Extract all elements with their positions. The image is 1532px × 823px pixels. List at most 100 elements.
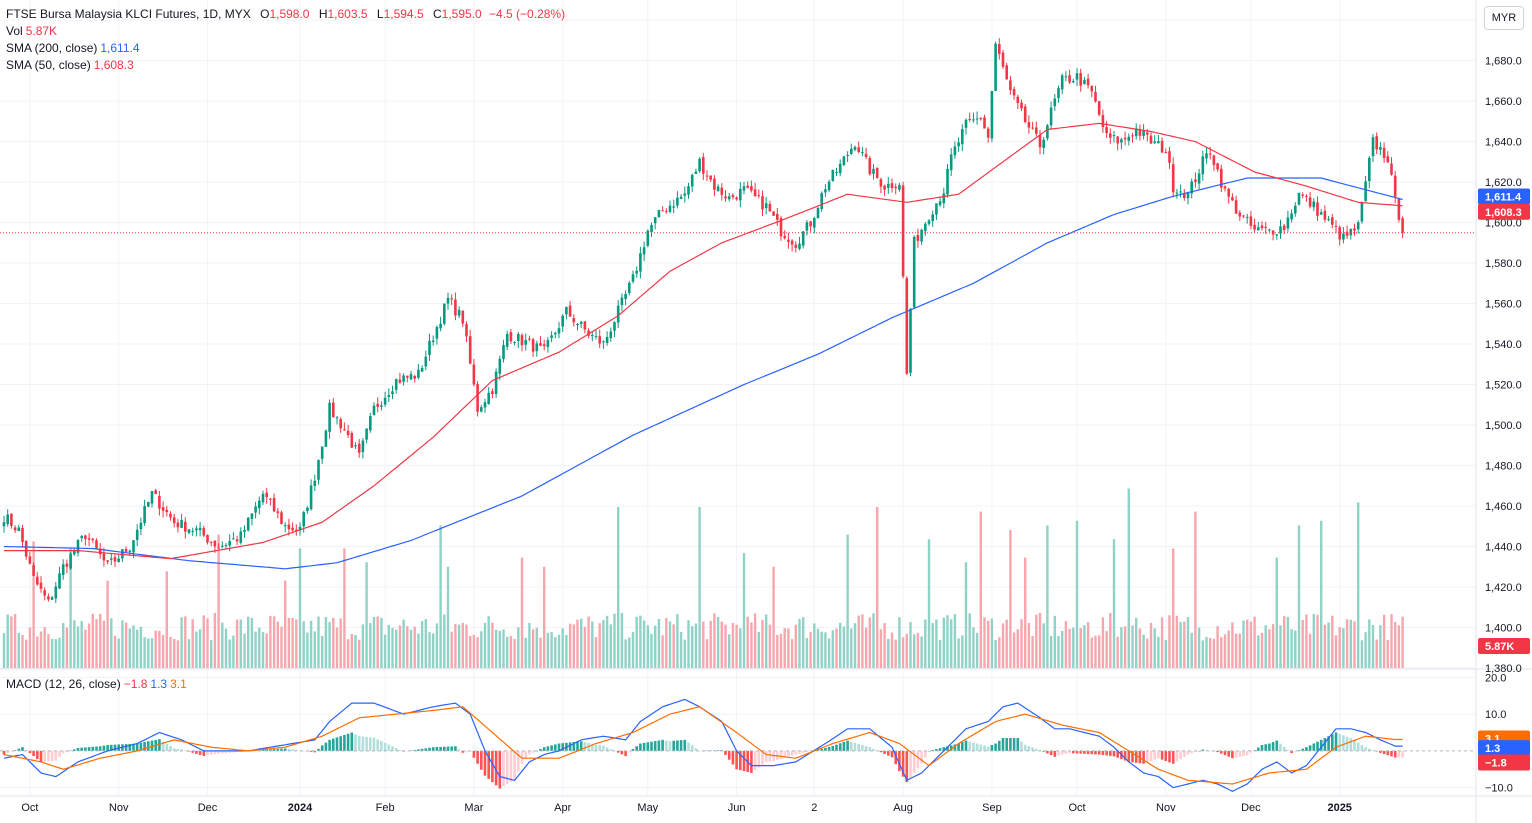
- volume-bar: [961, 635, 964, 668]
- low-label: L: [376, 7, 384, 21]
- macd-hist-bar: [1112, 750, 1116, 757]
- volume-bar: [753, 613, 757, 668]
- volume-bar: [239, 619, 242, 668]
- candle-body: [1360, 201, 1364, 222]
- macd-hist-bar: [1090, 750, 1094, 755]
- macd-hist-bar: [36, 750, 39, 759]
- candle-body: [757, 195, 761, 197]
- candle-body: [132, 540, 135, 553]
- volume-bar: [1086, 622, 1090, 668]
- volume-bar: [150, 638, 154, 668]
- time-tick-label: Nov: [1156, 802, 1176, 814]
- macd-hist-bar: [424, 748, 428, 751]
- macd-hist-bar: [143, 742, 146, 751]
- macd-hist-bar: [283, 748, 287, 751]
- macd-hist-bar: [1257, 747, 1260, 751]
- macd-hist-bar: [687, 742, 690, 751]
- volume-bar: [1279, 625, 1282, 668]
- sma50-label: SMA (50, close): [6, 58, 91, 72]
- candle-body: [106, 560, 109, 562]
- volume-bar: [487, 616, 490, 668]
- candle-body: [1012, 89, 1016, 96]
- candle-body: [420, 368, 424, 372]
- candle-body: [857, 147, 860, 152]
- candle-body: [457, 309, 461, 316]
- macd-hist-bar: [979, 744, 983, 751]
- volume-bar: [498, 630, 501, 668]
- candle-body: [1327, 219, 1330, 221]
- macd-hist-bar: [457, 749, 461, 751]
- volume-bar: [47, 634, 50, 668]
- sma50-legend[interactable]: SMA (50, close) 1,608.3: [6, 57, 134, 74]
- macd-hist-bar: [206, 750, 209, 756]
- macd-hist-bar: [1086, 750, 1090, 755]
- macd-hist-bar: [1171, 750, 1175, 764]
- macd-hist-bar: [864, 746, 868, 751]
- macd-legend[interactable]: MACD (12, 26, close) −1.8 1.3 3.1: [6, 676, 187, 693]
- volume-bar: [683, 639, 686, 668]
- currency-button[interactable]: MYR: [1484, 6, 1524, 30]
- volume-bar: [6, 614, 9, 668]
- candle-body: [568, 305, 572, 317]
- signal-line: [3, 706, 1403, 785]
- volume-bar: [694, 623, 698, 668]
- macd-hist-bar: [1005, 738, 1008, 751]
- macd-hist-bar: [1101, 750, 1105, 756]
- volume-bar: [217, 534, 220, 668]
- volume-bar: [998, 637, 1001, 668]
- volume-bar: [428, 632, 431, 668]
- macd-hist-bar: [1356, 742, 1360, 751]
- macd-hist-bar: [561, 743, 564, 751]
- macd-hist-bar: [1338, 733, 1341, 751]
- candle-body: [642, 247, 646, 255]
- candle-body: [121, 549, 124, 559]
- volume-bar: [1123, 626, 1127, 668]
- candle-body: [10, 513, 13, 526]
- macd-hist-bar: [1123, 750, 1127, 761]
- candle-body: [28, 556, 32, 564]
- candle-body: [1319, 212, 1323, 215]
- volume-bar: [1146, 638, 1149, 668]
- macd-hist-bar: [949, 745, 953, 751]
- volume-bar: [121, 620, 124, 668]
- macd-hist-bar: [487, 750, 490, 779]
- candle-body: [916, 234, 920, 241]
- sma200-legend[interactable]: SMA (200, close) 1,611.4: [6, 40, 140, 57]
- macd-hist-bar: [346, 733, 350, 751]
- macd-hist-bar: [602, 745, 605, 751]
- volume-legend[interactable]: Vol 5.87K: [6, 23, 57, 40]
- macd-hist-bar: [332, 738, 335, 751]
- candle-body: [668, 205, 672, 212]
- macd-hist-bar: [1279, 743, 1282, 751]
- macd-hist-bar: [1312, 743, 1316, 751]
- volume-value: 5.87K: [25, 24, 58, 38]
- macd-hist-bar: [276, 748, 280, 751]
- macd-hist-bar: [372, 737, 376, 751]
- candle-body: [846, 155, 849, 157]
- macd-hist-bar: [1183, 750, 1186, 757]
- macd-hist-bar: [158, 739, 161, 751]
- candle-body: [624, 293, 627, 300]
- macd-hist-bar: [202, 750, 206, 757]
- macd-hist-bar: [302, 750, 305, 752]
- volume-bar: [335, 627, 339, 668]
- volume-bar: [979, 511, 982, 668]
- volume-bar: [1153, 628, 1156, 668]
- candle-body: [901, 185, 905, 277]
- volume-bar: [617, 507, 620, 668]
- macd-line-tag: 1.3: [1478, 740, 1530, 757]
- candle-body: [850, 148, 853, 155]
- volume-bar: [1175, 615, 1179, 668]
- candle-body: [753, 189, 757, 197]
- candle-body: [1212, 155, 1216, 165]
- macd-hist-bar: [124, 744, 128, 751]
- volume-bar: [1301, 619, 1304, 668]
- macd-hist-bar: [324, 742, 328, 751]
- volume-bar: [868, 617, 871, 668]
- symbol-title[interactable]: FTSE Bursa Malaysia KLCI Futures, 1D, MY…: [6, 7, 251, 21]
- volume-bar: [306, 632, 309, 668]
- macd-hist-bar: [502, 750, 505, 787]
- candle-body: [776, 213, 779, 220]
- candle-body: [787, 239, 790, 242]
